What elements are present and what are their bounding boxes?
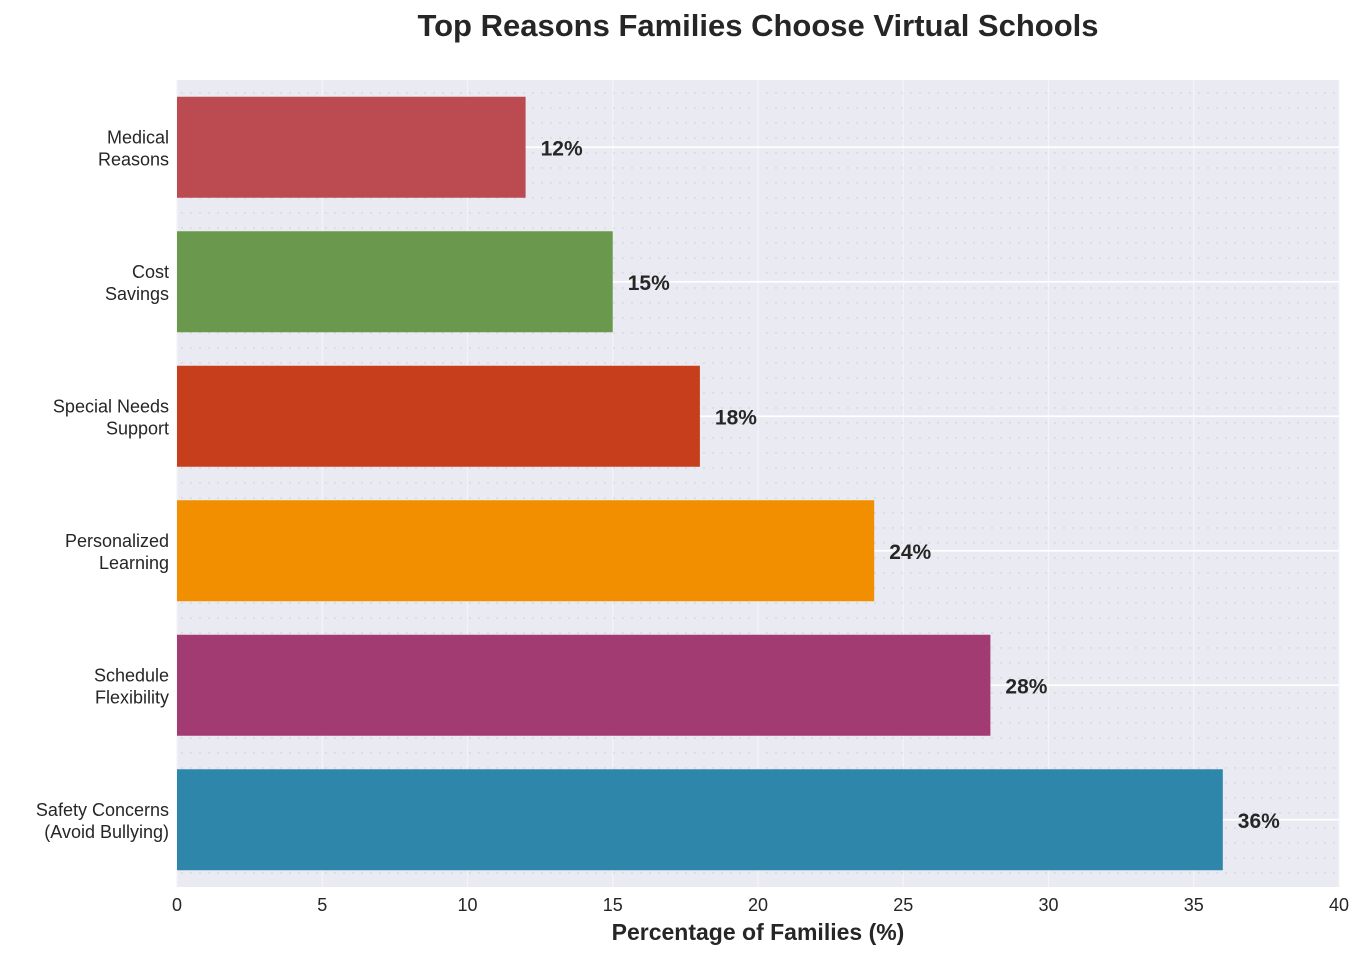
data-label: 28% — [1005, 675, 1047, 698]
data-label: 12% — [541, 137, 583, 160]
data-label: 24% — [889, 541, 931, 564]
data-label: 15% — [628, 272, 670, 295]
bar — [177, 769, 1223, 871]
x-axis-label: Percentage of Families (%) — [611, 919, 905, 945]
x-tick-label: 30 — [1038, 895, 1058, 915]
bar — [177, 365, 700, 467]
y-tick-label: Personalized — [65, 531, 169, 551]
bar — [177, 231, 613, 333]
x-tick-label: 40 — [1329, 895, 1349, 915]
x-tick-label: 35 — [1184, 895, 1204, 915]
y-tick-label: Cost — [132, 262, 169, 282]
chart-title: Top Reasons Families Choose Virtual Scho… — [417, 8, 1099, 43]
x-tick-label: 5 — [317, 895, 327, 915]
x-tick-label: 10 — [457, 895, 477, 915]
y-tick-label: Learning — [99, 553, 169, 573]
bar — [177, 96, 526, 198]
bar — [177, 634, 991, 736]
x-tick-label: 20 — [748, 895, 768, 915]
y-tick-label: Support — [106, 418, 169, 438]
y-tick-label: Safety Concerns — [36, 800, 169, 820]
y-tick-label: Schedule — [94, 665, 169, 685]
y-tick-label: (Avoid Bullying) — [44, 822, 169, 842]
y-tick-label: Medical — [107, 127, 169, 147]
x-tick-label: 25 — [893, 895, 913, 915]
y-tick-label: Special Needs — [53, 396, 169, 416]
x-tick-label: 15 — [603, 895, 623, 915]
x-tick-label: 0 — [172, 895, 182, 915]
bar — [177, 500, 875, 602]
y-tick-label: Flexibility — [95, 687, 169, 707]
data-label: 36% — [1238, 810, 1280, 833]
data-label: 18% — [715, 406, 757, 429]
y-tick-label: Reasons — [98, 149, 169, 169]
y-tick-label: Savings — [105, 284, 169, 304]
